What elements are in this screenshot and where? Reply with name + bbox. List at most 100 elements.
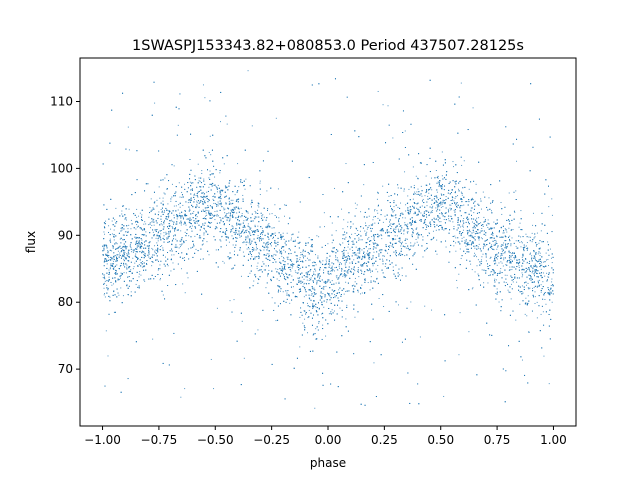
data-point bbox=[178, 182, 180, 184]
data-point bbox=[240, 223, 242, 225]
data-point bbox=[188, 235, 190, 237]
data-point bbox=[369, 268, 371, 270]
data-point bbox=[382, 104, 384, 106]
data-point bbox=[445, 246, 447, 248]
data-point bbox=[257, 262, 259, 264]
data-point bbox=[145, 231, 147, 233]
data-point bbox=[200, 258, 202, 260]
data-point bbox=[527, 331, 529, 333]
data-point bbox=[387, 252, 389, 254]
data-point bbox=[347, 221, 349, 223]
data-point bbox=[324, 296, 326, 298]
data-point bbox=[143, 234, 145, 236]
data-point bbox=[435, 170, 437, 172]
data-point bbox=[360, 265, 362, 267]
data-point bbox=[216, 191, 218, 193]
data-point bbox=[323, 288, 325, 290]
data-point bbox=[294, 270, 296, 272]
data-point bbox=[176, 229, 178, 231]
data-point bbox=[383, 306, 385, 307]
data-point bbox=[118, 279, 120, 281]
data-point bbox=[261, 227, 263, 229]
data-point bbox=[243, 357, 245, 359]
data-point bbox=[160, 209, 162, 211]
data-point bbox=[241, 320, 243, 322]
data-point bbox=[104, 293, 106, 294]
data-point bbox=[105, 330, 107, 332]
data-point bbox=[357, 248, 359, 250]
data-point bbox=[531, 241, 533, 243]
data-point bbox=[184, 183, 186, 185]
data-point bbox=[159, 237, 161, 239]
data-point bbox=[480, 208, 482, 210]
data-point bbox=[333, 270, 335, 272]
data-point bbox=[363, 184, 365, 186]
data-point bbox=[258, 238, 260, 240]
data-point bbox=[495, 292, 497, 294]
data-point bbox=[544, 275, 546, 277]
data-point bbox=[266, 258, 268, 260]
data-point bbox=[178, 204, 180, 206]
data-point bbox=[171, 220, 173, 222]
data-point bbox=[143, 223, 145, 225]
data-point bbox=[422, 256, 424, 258]
data-point bbox=[141, 234, 143, 236]
data-point bbox=[331, 280, 333, 282]
data-point bbox=[500, 202, 502, 204]
data-point bbox=[539, 252, 541, 254]
data-point bbox=[187, 248, 189, 250]
data-point bbox=[108, 276, 110, 278]
data-point bbox=[186, 218, 188, 220]
data-point bbox=[510, 275, 512, 277]
data-point bbox=[352, 241, 354, 243]
data-point bbox=[274, 214, 276, 216]
data-point bbox=[368, 215, 370, 217]
data-point bbox=[376, 210, 378, 212]
data-point bbox=[344, 262, 346, 264]
data-point bbox=[331, 265, 333, 267]
data-point bbox=[141, 239, 143, 241]
data-point bbox=[154, 245, 156, 247]
data-point bbox=[282, 291, 284, 293]
data-point bbox=[493, 249, 495, 251]
data-point bbox=[196, 203, 198, 205]
data-point bbox=[106, 284, 108, 286]
data-point bbox=[502, 252, 504, 254]
data-point bbox=[507, 244, 509, 246]
data-point bbox=[353, 284, 355, 286]
data-point bbox=[449, 204, 451, 206]
data-point bbox=[108, 269, 110, 271]
data-point bbox=[127, 230, 129, 232]
data-point bbox=[223, 207, 225, 209]
data-point bbox=[296, 296, 298, 298]
data-point bbox=[296, 266, 298, 268]
data-point bbox=[202, 243, 204, 245]
data-point bbox=[336, 269, 338, 271]
data-point bbox=[113, 256, 115, 258]
data-point bbox=[228, 200, 230, 202]
data-point bbox=[548, 206, 550, 208]
data-point bbox=[122, 234, 124, 236]
data-point bbox=[182, 283, 184, 285]
data-point bbox=[111, 220, 113, 222]
data-point bbox=[285, 272, 287, 274]
data-point bbox=[375, 247, 377, 249]
data-point bbox=[242, 194, 244, 196]
data-point bbox=[409, 212, 411, 214]
data-point bbox=[230, 213, 231, 215]
data-point bbox=[338, 265, 340, 267]
data-point bbox=[505, 245, 507, 247]
data-point bbox=[217, 215, 219, 217]
data-point bbox=[157, 232, 159, 234]
data-point bbox=[176, 218, 178, 220]
data-point bbox=[307, 273, 309, 275]
data-point bbox=[382, 221, 384, 223]
data-point bbox=[543, 272, 545, 274]
data-point bbox=[157, 240, 159, 242]
data-point bbox=[418, 209, 420, 211]
data-point bbox=[143, 265, 145, 267]
data-point bbox=[226, 244, 227, 246]
data-point bbox=[366, 228, 368, 230]
data-point bbox=[432, 210, 434, 212]
data-point bbox=[159, 197, 161, 199]
